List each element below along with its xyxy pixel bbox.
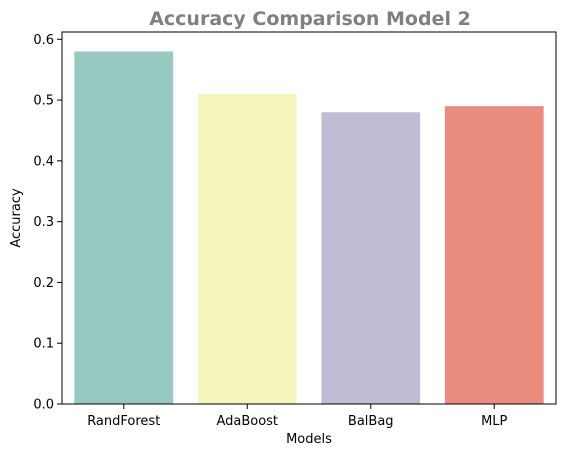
bar-balbag [321, 112, 421, 405]
x-tick-label: MLP [481, 414, 507, 429]
y-tick-label: 0.5 [33, 94, 54, 109]
x-axis: RandForest AdaBoost BalBag MLP [87, 404, 508, 429]
y-axis-label: Accuracy [9, 188, 24, 248]
y-tick-label: 0.2 [33, 276, 54, 291]
y-tick-label: 0.0 [33, 398, 54, 413]
bar-mlp [444, 106, 544, 404]
y-axis: 0.0 0.1 0.2 0.3 0.4 0.5 0.6 [33, 33, 62, 413]
chart-title: Accuracy Comparison Model 2 [149, 8, 471, 30]
x-tick-label: RandForest [87, 414, 160, 429]
y-tick-label: 0.3 [33, 215, 54, 230]
plot-frame [61, 31, 557, 405]
x-tick-label: BalBag [348, 414, 394, 429]
y-tick-label: 0.4 [33, 154, 54, 169]
y-tick-label: 0.6 [33, 33, 54, 48]
plot-area [74, 51, 544, 405]
bar-randforest [74, 51, 174, 404]
bar-adaboost [197, 94, 297, 404]
x-tick-label: AdaBoost [216, 414, 278, 429]
x-axis-label: Models [286, 432, 332, 447]
y-tick-label: 0.1 [33, 337, 54, 352]
